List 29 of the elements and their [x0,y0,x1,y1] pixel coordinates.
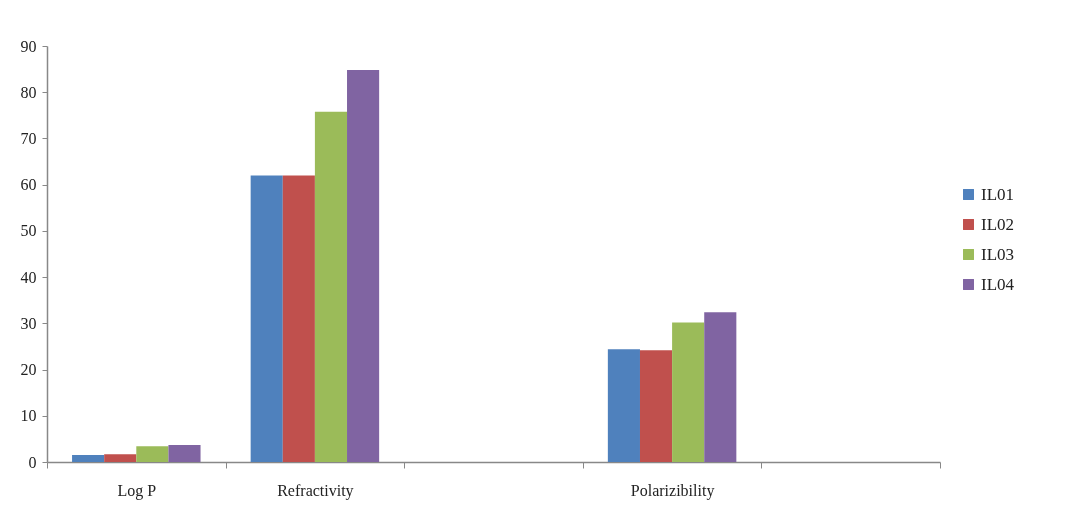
y-tick-label: 80 [20,83,37,101]
bar [282,175,315,462]
y-tick-label: 10 [20,407,37,425]
bar [72,455,105,462]
bar [607,349,640,462]
y-tick-label: 70 [20,129,37,147]
legend-label: IL04 [981,274,1015,294]
bar [104,454,137,462]
y-tick-label: 20 [20,361,37,379]
y-tick-label: 0 [28,453,37,471]
y-tick-label: 40 [20,268,37,286]
bar [672,322,705,462]
bar [250,175,283,462]
x-tick-label: Log P [117,481,157,500]
legend-label: IL02 [981,214,1015,234]
legend-label: IL03 [981,244,1015,264]
y-tick-label: 30 [20,314,37,332]
x-tick-label: Refractivity [277,481,354,500]
bar [314,111,348,462]
y-tick-label: 90 [20,37,37,55]
y-tick-label: 50 [20,222,37,240]
legend-label: IL01 [981,184,1015,204]
x-tick-label: Polarizibility [630,481,715,500]
bar [639,350,673,462]
bar [347,70,380,462]
bar [136,446,169,462]
bar [704,312,737,462]
bar [168,444,201,462]
y-tick-label: 60 [20,176,37,194]
